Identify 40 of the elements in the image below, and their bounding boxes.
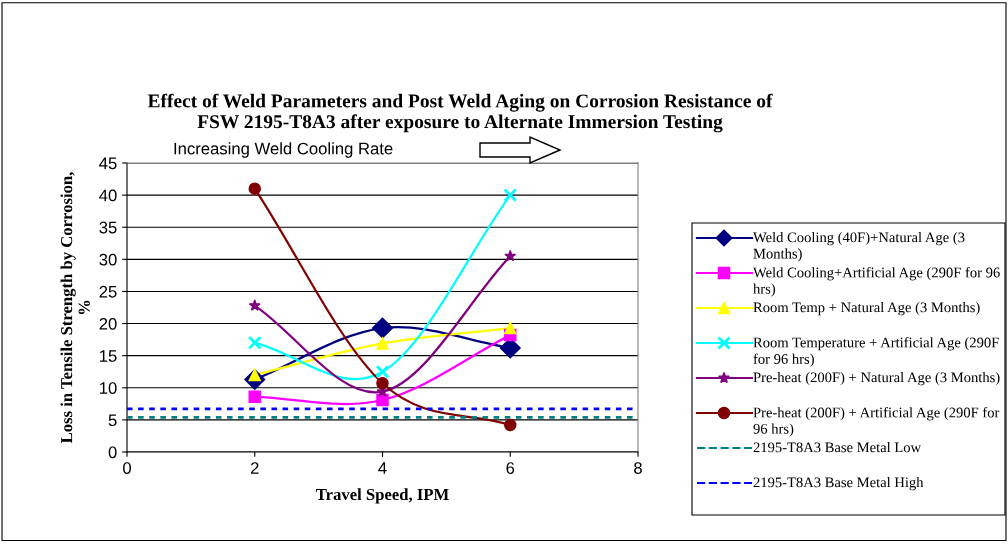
legend-label: 2195-T8A3 Base Metal High — [753, 477, 924, 491]
point — [503, 321, 517, 335]
legend-label: Room Temperature + Artificial Age (290F for 96 hrs) — [753, 337, 999, 367]
x-tick-label: 0 — [123, 462, 131, 474]
point — [248, 182, 262, 195]
y-tick-label: 45 — [99, 157, 117, 170]
point — [504, 249, 517, 262]
x-tick-label: 2 — [250, 462, 259, 474]
y-tick-label: 5 — [108, 414, 117, 427]
point — [247, 335, 262, 350]
point — [376, 337, 389, 350]
x-tick-label: 8 — [634, 462, 642, 474]
y-tick-label: 15 — [100, 350, 117, 362]
legend-label: Room Temp + Natural Age (3 Months) — [753, 302, 980, 316]
y-tick-label: 25 — [99, 285, 117, 298]
x-tick-label: 6 — [506, 462, 515, 474]
y-tick-label: 35 — [99, 221, 117, 234]
legend-label: Pre-heat (200F) + Natural Age (3 Months) — [753, 372, 1000, 386]
y-tick-label: 30 — [99, 253, 117, 266]
point — [376, 393, 389, 407]
x-axis-title: Travel Speed, IPM — [316, 488, 449, 504]
point — [248, 299, 261, 311]
y-tick-label: 20 — [99, 317, 117, 330]
y-axis-title: Loss in Tensile Strength by Corrosion, % — [60, 172, 90, 444]
legend-label: Weld Cooling+Artificial Age (290F for 96 hrs) — [753, 267, 1000, 297]
point — [503, 188, 518, 203]
point — [248, 390, 262, 404]
legend-label: Weld Cooling (40F)+Natural Age (3 Months) — [753, 232, 965, 262]
y-tick-label: 10 — [100, 382, 117, 394]
point — [376, 377, 389, 390]
point — [375, 364, 390, 379]
legend-label: 2195-T8A3 Base Metal Low — [753, 442, 922, 453]
x-tick-label: 4 — [378, 462, 387, 474]
chart-title: Effect of Weld Parameters and Post Weld Aging on Corrosion Resistance of FSW 2195-T8A3 after exposure to Alternate Immersion Testing — [147, 93, 773, 133]
point — [503, 418, 517, 432]
y-tick-label: 40 — [99, 189, 117, 202]
legend-label: Pre-heat (200F) + Artificial Age (290F for 96 hrs) — [753, 407, 1000, 437]
y-tick-label: 0 — [108, 446, 117, 459]
text: Increasing Weld Cooling Rate — [174, 142, 393, 158]
point — [371, 317, 394, 339]
